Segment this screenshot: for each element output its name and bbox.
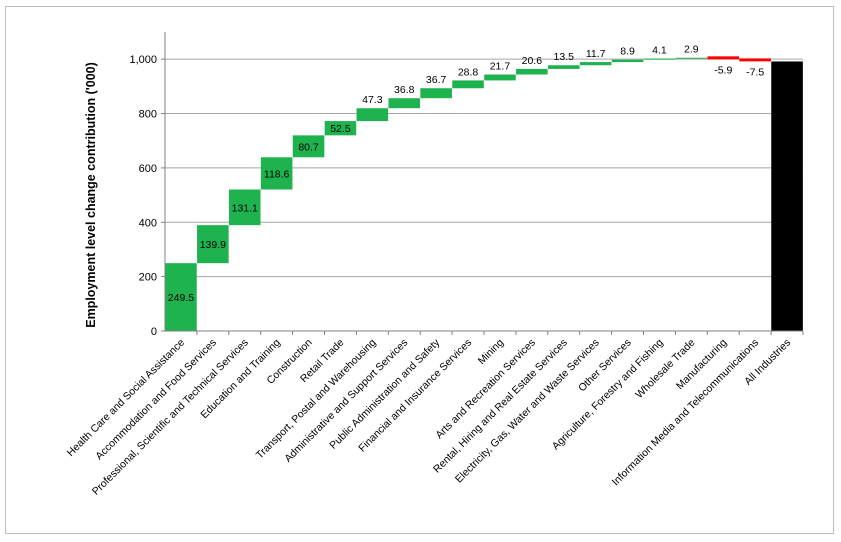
bar-increase [165,263,197,331]
bar-decrease [739,58,771,62]
x-category-label: Health Care and Social Assistance [65,337,188,460]
data-label: 36.7 [426,74,447,86]
x-category-label: Accommodation and Food Services [93,337,219,463]
y-tick-label: 800 [139,109,157,121]
bar-total [771,61,803,332]
bar-increase [452,80,484,89]
data-label: 28.8 [458,66,479,78]
y-tick-label: 200 [139,272,157,284]
bar-increase [197,225,229,264]
data-label: 36.8 [394,84,415,96]
x-category-label: Information Media and Telecommunications [610,337,762,489]
grid-lines [165,58,803,278]
bar-increase [228,189,261,226]
bar-increase [324,121,357,136]
bar-increase [516,68,548,75]
bar-decrease [707,56,740,60]
bar-increase [388,98,421,109]
bar-increase [579,62,612,66]
data-label: 47.3 [362,94,383,106]
data-label: 80.7 [298,141,319,153]
data-label: 249.5 [168,292,194,304]
data-label: 131.1 [232,202,258,214]
data-label: 52.5 [330,123,351,135]
chart-frame [5,6,834,534]
x-category-label: Mining [476,337,506,367]
data-label: 139.9 [200,239,226,251]
data-label: 2.9 [684,44,699,56]
bar-increase [643,58,676,60]
data-labels: 249.5 139.9 131.1 118.6 80.7 52.5 47.3 36.8 36.7… [168,44,801,304]
bar-increase [611,59,644,63]
data-label: 13.5 [554,51,575,63]
y-axis-label: Employment level change contribution ('0… [84,62,98,328]
bar-increase [260,157,293,190]
data-label: 118.6 [264,168,290,180]
bar-increase [484,74,516,81]
bar-increase [356,108,389,122]
data-label: 20.6 [522,55,543,67]
data-label: -7.5 [746,66,764,78]
bar-increase [547,65,580,69]
bar-increase [420,88,452,99]
y-tick-label: 600 [139,163,157,175]
bar-increase [675,57,708,59]
data-label: -5.9 [714,64,732,76]
data-label: 4.1 [652,45,667,57]
y-tick-label: 1,000 [129,54,157,66]
data-label: 21.7 [490,61,511,73]
bar-increase [292,135,325,158]
data-label: 11.7 [586,48,606,60]
y-tick-label: 0 [151,326,157,338]
y-tick-label: 400 [139,217,157,229]
data-label: 8.9 [620,46,635,58]
bars [165,56,803,332]
data-label: 991.6 [774,191,800,203]
